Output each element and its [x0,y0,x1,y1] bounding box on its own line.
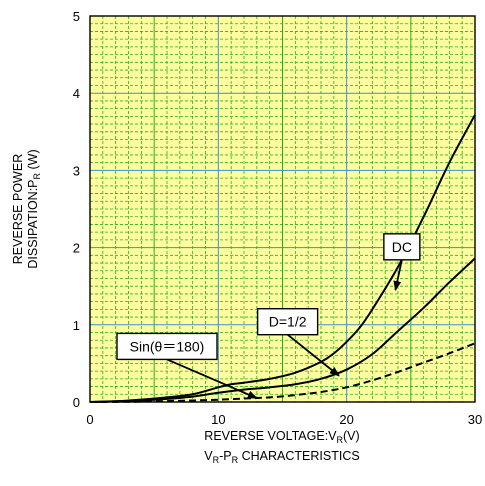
y-tick-label: 1 [73,318,80,333]
text-part: CHARACTERISTICS [238,449,360,463]
y-tick-label: 3 [73,163,80,178]
annotation-layer: DC D=1/2 Sin(θ＝180) [116,233,421,399]
x-tick-label: 20 [339,412,353,427]
tick-layer: 0 10 20 30 0 1 2 3 4 5 [73,9,482,427]
text-part: REVERSE VOLTAGE:V [204,429,337,443]
series-line-2 [89,342,476,403]
plot-frame [89,15,476,403]
text-part: (V) [343,429,360,443]
text-part: DISSIPATION:P [26,179,40,268]
y-axis-title-line1: REVERSE POWER [11,154,25,264]
y-tick-label: 0 [73,395,80,410]
callout-label: D=1/2 [269,314,307,330]
callout-arrow [287,334,340,377]
text-part: (W) [26,149,40,173]
x-tick-label: 10 [211,412,225,427]
callout-arrow [166,358,258,399]
callout-label: DC [392,239,412,255]
text-part: R [337,435,344,445]
series-layer [89,114,476,403]
x-tick-label: 30 [468,412,482,427]
y-axis-title-line2: DISSIPATION:PR (W) [26,149,42,268]
y-tick-label: 2 [73,241,80,256]
text-part: R [32,172,42,179]
x-tick-label: 0 [86,412,93,427]
series-line-0 [89,114,476,403]
callout-box [116,332,218,361]
series-line-1 [89,257,476,403]
callout-label: Sin(θ＝180) [130,338,205,354]
minor-grid [90,16,475,402]
y-tick-label: 4 [73,86,80,101]
callout-arrow [393,259,403,292]
text-part: R [232,455,239,465]
callout-box [256,308,319,336]
y-tick-label: 5 [73,9,80,24]
chart-caption: VR-PR CHARACTERISTICS [204,449,359,465]
text-part: V [204,449,213,463]
text-part: R [213,455,220,465]
x-axis-title: REVERSE VOLTAGE:VR(V) [204,429,359,445]
text-part: -P [219,449,232,463]
callout-box [383,233,421,261]
